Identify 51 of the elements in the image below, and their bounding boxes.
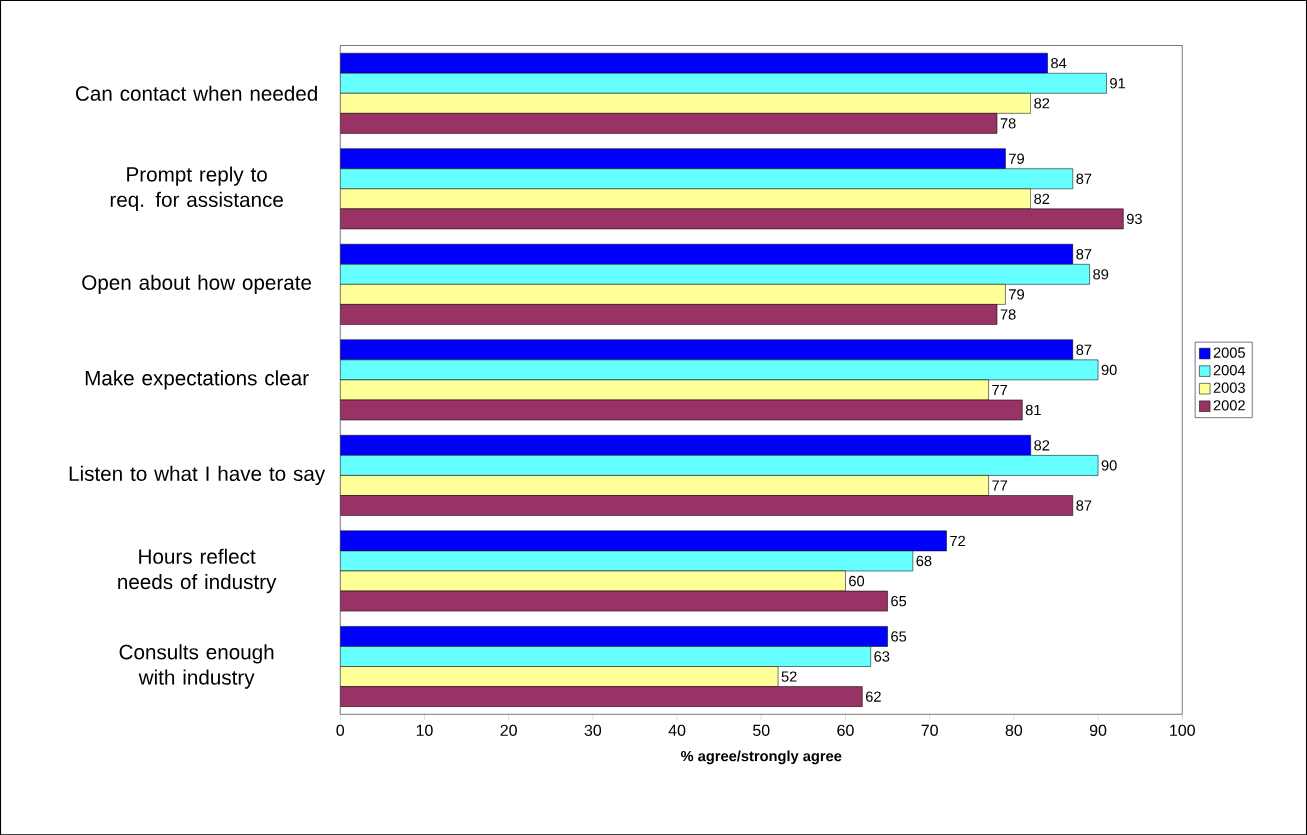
x-tick-label: 40 — [668, 724, 686, 736]
data-label: 87 — [1076, 344, 1092, 355]
y-tick-label: Prompt reply to req. for assistance — [110, 166, 283, 211]
data-label: 82 — [1034, 439, 1050, 451]
data-label: 78 — [1000, 309, 1016, 320]
data-label: 77 — [992, 480, 1008, 491]
y-tick-label: Open about how operate — [82, 274, 312, 294]
x-tick-label: 100 — [1170, 724, 1195, 736]
data-label: 72 — [950, 535, 965, 546]
y-tick-label: Consults enough with industry — [119, 644, 274, 689]
x-axis-title: % agree/strongly agree — [680, 750, 842, 765]
data-label: 62 — [865, 691, 881, 702]
data-label: 63 — [874, 651, 890, 662]
x-tick-label: 0 — [336, 724, 345, 736]
x-tick-label: 30 — [584, 724, 602, 736]
data-label: 65 — [891, 631, 907, 642]
data-label: 87 — [1076, 500, 1092, 511]
legend-label: 2003 — [1213, 382, 1245, 393]
y-tick-label: Can contact when needed — [75, 85, 317, 101]
data-label: 79 — [1009, 289, 1024, 300]
data-label: 82 — [1034, 193, 1050, 204]
y-tick-label: Make expectations clear — [85, 370, 309, 390]
data-label: 82 — [1034, 97, 1050, 109]
y-tick-label: Listen to what I have to say — [69, 465, 326, 485]
data-label: 90 — [1101, 364, 1117, 375]
y-tick-label: Hours reflect needs of industry — [118, 548, 277, 594]
data-label: 89 — [1093, 268, 1109, 280]
x-tick-label: 60 — [837, 724, 854, 736]
data-label: 91 — [1110, 77, 1125, 89]
data-label: 65 — [891, 595, 907, 607]
data-label: 81 — [1025, 404, 1041, 415]
data-label: 87 — [1076, 173, 1092, 184]
data-label: 77 — [992, 384, 1008, 395]
x-tick-label: 10 — [416, 724, 433, 736]
x-tick-label: 50 — [753, 724, 770, 736]
x-tick-label: 70 — [921, 724, 938, 736]
data-label: 84 — [1051, 57, 1067, 69]
legend-label: 2002 — [1213, 399, 1245, 411]
data-label: 52 — [781, 671, 797, 682]
data-label: 78 — [1000, 118, 1016, 129]
data-label: 60 — [849, 575, 865, 587]
data-label: 68 — [916, 555, 932, 566]
x-tick-label: 20 — [500, 724, 517, 736]
data-label: 79 — [1009, 153, 1024, 164]
legend-label: 2005 — [1213, 347, 1245, 358]
x-tick-label: 80 — [1005, 724, 1023, 736]
data-label: 87 — [1076, 248, 1092, 260]
data-label: 90 — [1101, 460, 1117, 471]
data-label: 93 — [1126, 213, 1142, 224]
legend-label: 2004 — [1213, 364, 1246, 376]
x-tick-label: 90 — [1089, 724, 1107, 736]
